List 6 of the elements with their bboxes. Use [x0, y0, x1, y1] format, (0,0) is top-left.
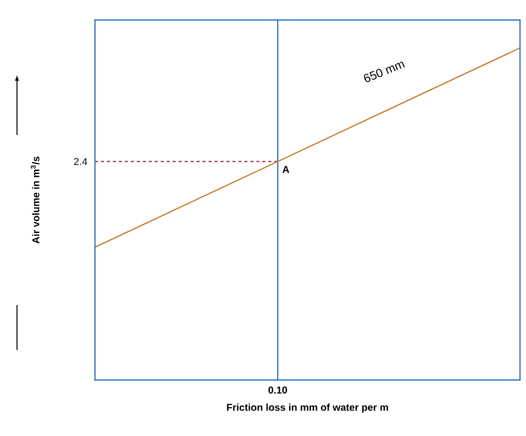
text: 0.10 — [268, 386, 288, 394]
annotation: A — [282, 166, 290, 173]
x-axis-title: Friction loss in mm of water per m — [227, 404, 388, 413]
y-axis-title: Air volume in m$^{3}$/s — [30, 156, 40, 244]
annotation: 2.4 — [74, 158, 88, 165]
annotation: 650 mm — [364, 62, 405, 82]
